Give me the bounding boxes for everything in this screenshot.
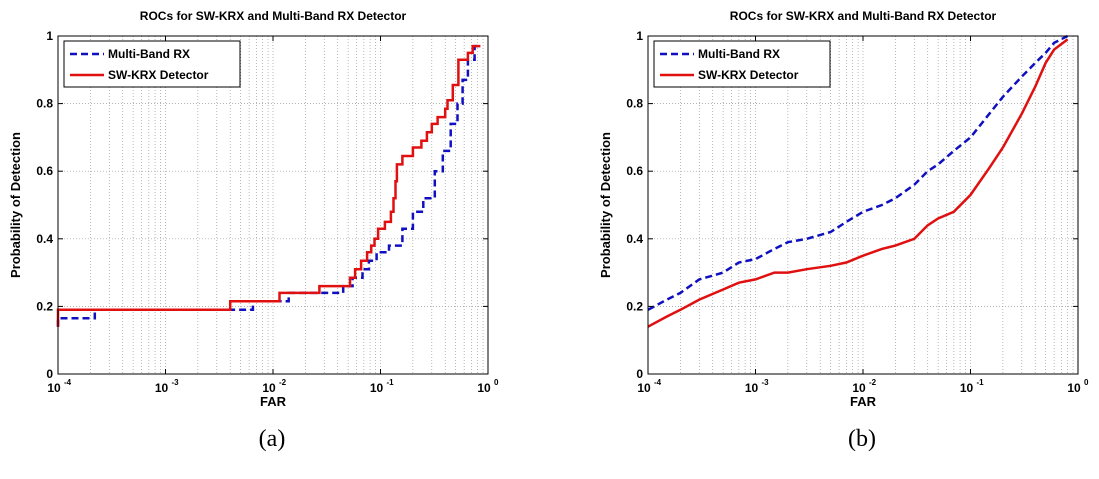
legend-label-multi-band-rx: Multi-Band RX bbox=[108, 47, 190, 61]
legend-label-multi-band-rx: Multi-Band RX bbox=[698, 47, 780, 61]
panel-caption: (a) bbox=[259, 426, 286, 452]
legend-box bbox=[63, 40, 241, 88]
grid bbox=[58, 36, 488, 374]
x-tick-exponent: 0 bbox=[1084, 378, 1089, 387]
y-tick-label: 0.6 bbox=[626, 164, 643, 178]
x-axis-label: FAR bbox=[850, 394, 877, 409]
y-tick-label: 1 bbox=[636, 29, 643, 43]
y-tick-label: 0.4 bbox=[36, 232, 53, 246]
x-tick-exponent: -2 bbox=[279, 378, 287, 387]
x-tick-exponent: -2 bbox=[869, 378, 877, 387]
legend: Multi-Band RX SW-KRX Detector bbox=[653, 40, 831, 88]
y-tick-label: 0.8 bbox=[36, 97, 53, 111]
y-axis-label: Probability of Detection bbox=[8, 132, 23, 278]
legend: Multi-Band RX SW-KRX Detector bbox=[63, 40, 241, 88]
x-tick-exponent: -1 bbox=[977, 378, 985, 387]
x-tick-exponent: -3 bbox=[172, 378, 180, 387]
x-tick-label: 10 bbox=[262, 381, 276, 395]
x-tick-exponent: 0 bbox=[494, 378, 499, 387]
y-tick-label: 0 bbox=[636, 367, 643, 381]
y-tick-label: 1 bbox=[46, 29, 53, 43]
x-tick-label: 10 bbox=[1067, 381, 1081, 395]
x-tick-label: 10 bbox=[370, 381, 384, 395]
panel-caption: (b) bbox=[848, 426, 876, 452]
x-tick-label: 10 bbox=[637, 381, 651, 395]
x-tick-exponent: -3 bbox=[762, 378, 770, 387]
chart-title: ROCs for SW-KRX and Multi-Band RX Detect… bbox=[140, 9, 407, 23]
x-tick-label: 10 bbox=[155, 381, 169, 395]
x-axis-label: FAR bbox=[260, 394, 287, 409]
legend-box bbox=[653, 40, 831, 88]
y-tick-label: 0.4 bbox=[626, 232, 643, 246]
legend-label-sw-krx: SW-KRX Detector bbox=[698, 68, 799, 82]
y-tick-label: 0 bbox=[46, 367, 53, 381]
x-tick-exponent: -4 bbox=[654, 378, 662, 387]
series-line-multi-band-rx bbox=[647, 34, 1069, 311]
series-line-sw-krx bbox=[56, 44, 481, 327]
x-tick-exponent: -4 bbox=[64, 378, 72, 387]
y-tick-label: 0.2 bbox=[626, 299, 643, 313]
x-tick-label: 10 bbox=[745, 381, 759, 395]
x-tick-exponent: -1 bbox=[387, 378, 395, 387]
x-tick-label: 10 bbox=[477, 381, 491, 395]
y-tick-label: 0.8 bbox=[626, 97, 643, 111]
chart-title: ROCs for SW-KRX and Multi-Band RX Detect… bbox=[730, 9, 997, 23]
y-tick-label: 0.2 bbox=[36, 299, 53, 313]
x-tick-label: 10 bbox=[960, 381, 974, 395]
x-tick-label: 10 bbox=[852, 381, 866, 395]
grid bbox=[648, 36, 1078, 374]
y-tick-label: 0.6 bbox=[36, 164, 53, 178]
y-axis-label: Probability of Detection bbox=[598, 132, 613, 278]
legend-label-sw-krx: SW-KRX Detector bbox=[108, 68, 209, 82]
series-line-sw-krx bbox=[647, 38, 1069, 328]
x-tick-label: 10 bbox=[47, 381, 61, 395]
